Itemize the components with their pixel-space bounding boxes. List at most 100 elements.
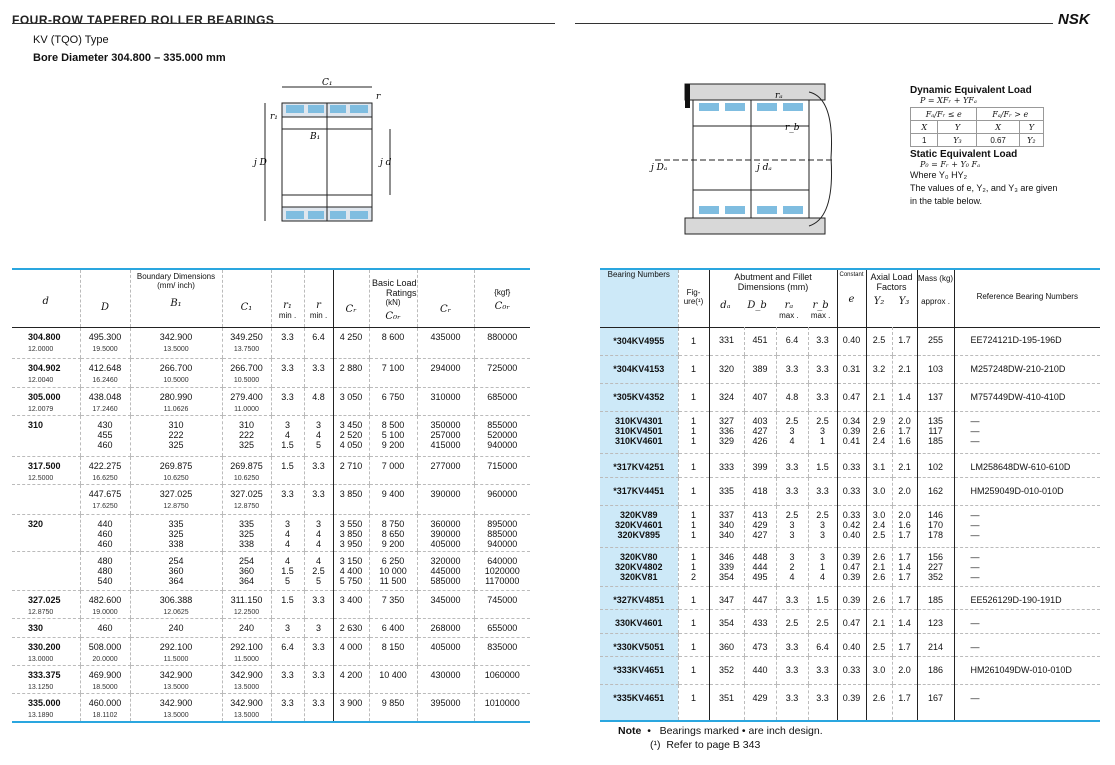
table-row: 310 430 455 460 310 222 325 310 222 325 3 4 1.5 3 4 5 3 …: [12, 415, 530, 457]
y-value: Y₂: [1018, 133, 1045, 147]
col-reference: Reference Bearing Numbers: [976, 292, 1078, 301]
value-mass: 352: [928, 571, 944, 582]
value-fig: 1: [690, 529, 696, 540]
value-rb: 3: [819, 551, 825, 562]
value-rb: 2.5: [816, 509, 829, 520]
inch-D: 19.5000: [92, 345, 118, 353]
label-r: r: [376, 92, 381, 102]
value-ref: —: [970, 641, 980, 652]
value-C0rk: 885000: [487, 528, 518, 539]
value-e: 0.39: [842, 594, 861, 605]
static-load-equation: P₀ = Fᵣ + Y₀ Fₐ: [920, 160, 981, 169]
value-C0rk: 880000: [487, 331, 518, 342]
value-r1: 4: [284, 528, 290, 539]
static-load-title: Static Equivalent Load: [910, 149, 1018, 160]
value-rb: 3: [819, 529, 825, 540]
value-Y3: 2.1: [898, 363, 911, 374]
value-e: 0.33: [842, 485, 861, 496]
value-e: 0.39: [842, 692, 861, 703]
value-e: 0.39: [842, 551, 861, 562]
value-Cr: 3 050: [339, 391, 363, 402]
col-x: X: [976, 120, 1020, 134]
value-C0rk: 1020000: [484, 565, 520, 576]
value-rb: 3.3: [816, 363, 829, 374]
page-title: FOUR-ROW TAPERED ROLLER BEARINGS: [12, 13, 275, 27]
bearing-number: *317KV4451: [613, 485, 665, 496]
value-da: 333: [718, 461, 735, 472]
value-da: 327: [718, 415, 735, 426]
label-c1: C₁: [322, 78, 333, 88]
value-D: 422.275: [88, 460, 122, 471]
value-C: 311.150: [230, 594, 263, 605]
label-outer-diameter: j D: [252, 158, 267, 168]
col-da: dₐ: [720, 300, 731, 311]
value-Cr: 3 550: [339, 518, 363, 529]
value-C0rk: 640000: [487, 555, 518, 566]
value-D: 447.675: [88, 488, 122, 499]
value-Db: 427: [752, 529, 768, 540]
inch-B: 11.5000: [163, 655, 189, 663]
value-mass: 162: [928, 485, 944, 496]
bearing-number: 310KV4301: [614, 415, 663, 426]
value-Y2: 3.0: [872, 509, 886, 520]
y-value: Y₃: [937, 133, 978, 147]
value-C0r: 6 400: [381, 622, 405, 633]
value-fig: 1: [690, 461, 696, 472]
value-ref: —: [970, 561, 980, 572]
value-Y2: 2.6: [872, 571, 886, 582]
value-C0rk: 715000: [487, 460, 518, 471]
value-r1: 4: [284, 555, 290, 566]
value-ra: 3.3: [785, 461, 799, 472]
inch-d: 12.8750: [28, 608, 54, 616]
value-Db: 473: [752, 641, 768, 652]
value-Y3: 1.7: [898, 594, 911, 605]
value-r: 4: [315, 538, 321, 549]
inch-D: 17.2460: [92, 405, 118, 413]
value-Crk: 360000: [430, 518, 461, 529]
value-e: 0.42: [842, 519, 861, 530]
table-row: 330KV4601 1 354 433 2.5 2.5 0.47 2.1 1.4 123 —: [600, 609, 1101, 634]
value-r1: 3.3: [281, 697, 294, 708]
value-C0r: 6 250: [381, 555, 405, 566]
max-label: max .: [810, 311, 831, 320]
value-r1: 3.3: [281, 331, 294, 342]
value-C0r: 7 100: [381, 362, 405, 373]
value-C0rk: 855000: [487, 419, 518, 430]
value-C0rk: 685000: [487, 391, 518, 402]
value-Db: 418: [752, 485, 768, 496]
label-b1: B₁: [309, 132, 320, 142]
value-r1: 1.5: [281, 460, 294, 471]
col-x: X: [909, 120, 939, 134]
col-ra: rₐ: [784, 300, 794, 311]
col-y: Y: [937, 120, 978, 134]
bearing-number: *333KV4651: [613, 664, 665, 675]
value-r1: 1.5: [281, 594, 294, 605]
inch-C: 11.0000: [234, 405, 259, 413]
table-row: 304.800 12.0000 495.300 19.5000 342.900 13.50…: [12, 327, 530, 359]
value-r: 5: [315, 575, 321, 586]
value-ra: 3: [789, 551, 795, 562]
value-D: 430: [97, 419, 113, 430]
value-B: 310: [168, 419, 184, 430]
value-ref: —: [970, 519, 980, 530]
value-da: 336: [718, 425, 735, 436]
col-rb: r_b: [812, 300, 829, 311]
value-ref: —: [970, 415, 980, 426]
value-C0rk: 1010000: [484, 697, 520, 708]
value-da: 324: [718, 391, 735, 402]
value-Crk: 390000: [430, 528, 461, 539]
value-fig: 1: [690, 415, 696, 426]
table-row: 327.025 12.8750 482.600 19.0000 306.388 12.06…: [12, 590, 530, 619]
table-row: *327KV4851 1 347 447 3.3 1.5 0.39 2.6 1.7 185 EE52…: [600, 586, 1101, 610]
value-mass: 186: [928, 664, 944, 675]
value-C0r: 7 000: [381, 460, 405, 471]
value-B: 342.900: [159, 697, 193, 708]
inch-D: 18.1102: [92, 711, 118, 719]
bore-d: 320: [28, 518, 44, 529]
value-Db: 433: [752, 617, 768, 628]
footnote: Note • Bearings marked • are inch design…: [618, 724, 823, 752]
value-B: 222: [168, 429, 184, 440]
value-ref: —: [970, 529, 980, 540]
value-fig: 1: [690, 485, 696, 496]
value-Cr: 3 400: [339, 594, 363, 605]
